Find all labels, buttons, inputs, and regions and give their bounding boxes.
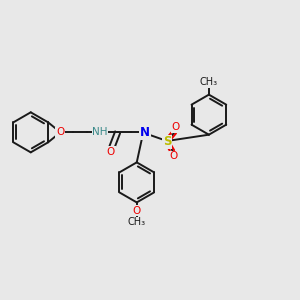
Text: NH: NH xyxy=(92,127,108,137)
Text: CH₃: CH₃ xyxy=(200,77,218,87)
Text: CH₃: CH₃ xyxy=(128,218,146,227)
Text: O: O xyxy=(56,127,64,137)
Text: O: O xyxy=(107,147,115,157)
Text: S: S xyxy=(163,135,171,148)
Text: N: N xyxy=(140,126,150,139)
Text: O: O xyxy=(172,122,180,132)
Text: O: O xyxy=(169,152,178,161)
Text: O: O xyxy=(133,206,141,216)
